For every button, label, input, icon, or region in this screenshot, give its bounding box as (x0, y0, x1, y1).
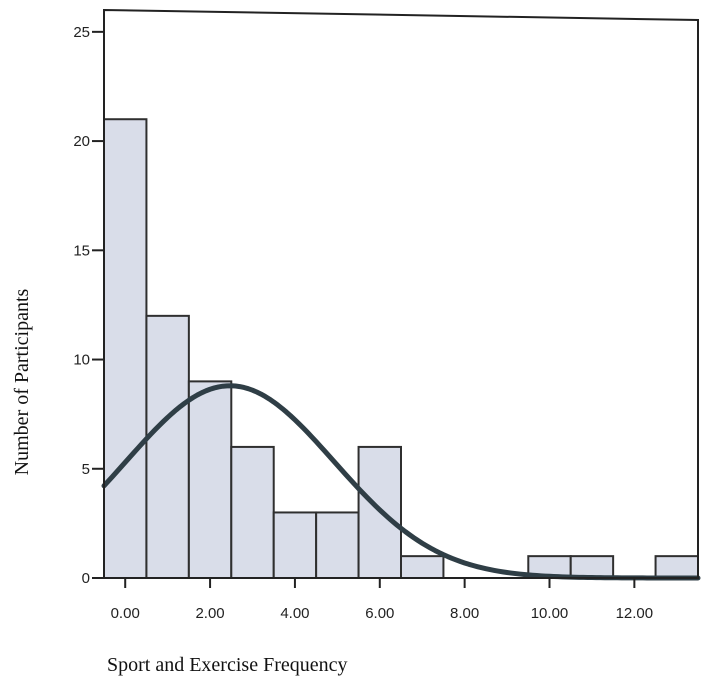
x-tick-label-12.00: 12.00 (616, 605, 654, 622)
plot-frame (103, 8, 699, 579)
y-tick-label-0: 0 (82, 570, 90, 587)
y-tick-label-15: 15 (73, 242, 90, 259)
histogram-bar-5 (272, 511, 318, 580)
y-axis-title: Number of Participants (11, 288, 33, 475)
histogram-bar-3 (187, 380, 233, 579)
y-tick-label-5: 5 (82, 461, 90, 478)
histogram-bar-11 (654, 555, 700, 580)
y-tick-label-20: 20 (73, 133, 90, 150)
y-tick-label-10: 10 (73, 352, 90, 369)
x-tick-label-4.00: 4.00 (280, 605, 309, 622)
y-axis: 0 5 10 15 20 25 (73, 24, 104, 587)
histogram-bar-8 (400, 555, 445, 580)
y-tick-label-25: 25 (73, 24, 90, 41)
x-tick-label-6.00: 6.00 (365, 605, 394, 622)
x-tick-label-8.00: 8.00 (450, 605, 479, 622)
x-axis: 0.00 2.00 4.00 6.00 8.00 10.00 12.00 (111, 578, 654, 622)
histogram-bar-2 (145, 314, 190, 579)
histogram-bar-6 (315, 511, 360, 580)
x-axis-title: Sport and Exercise Frequency (107, 654, 347, 676)
x-tick-label-10.00: 10.00 (531, 605, 569, 622)
x-tick-label-2.00: 2.00 (195, 605, 224, 622)
histogram-bar-1 (103, 118, 148, 579)
x-tick-label-0.00: 0.00 (111, 605, 140, 622)
bars-layer (103, 118, 700, 580)
histogram-bar-4 (230, 445, 275, 580)
histogram-bar-10 (569, 555, 615, 580)
